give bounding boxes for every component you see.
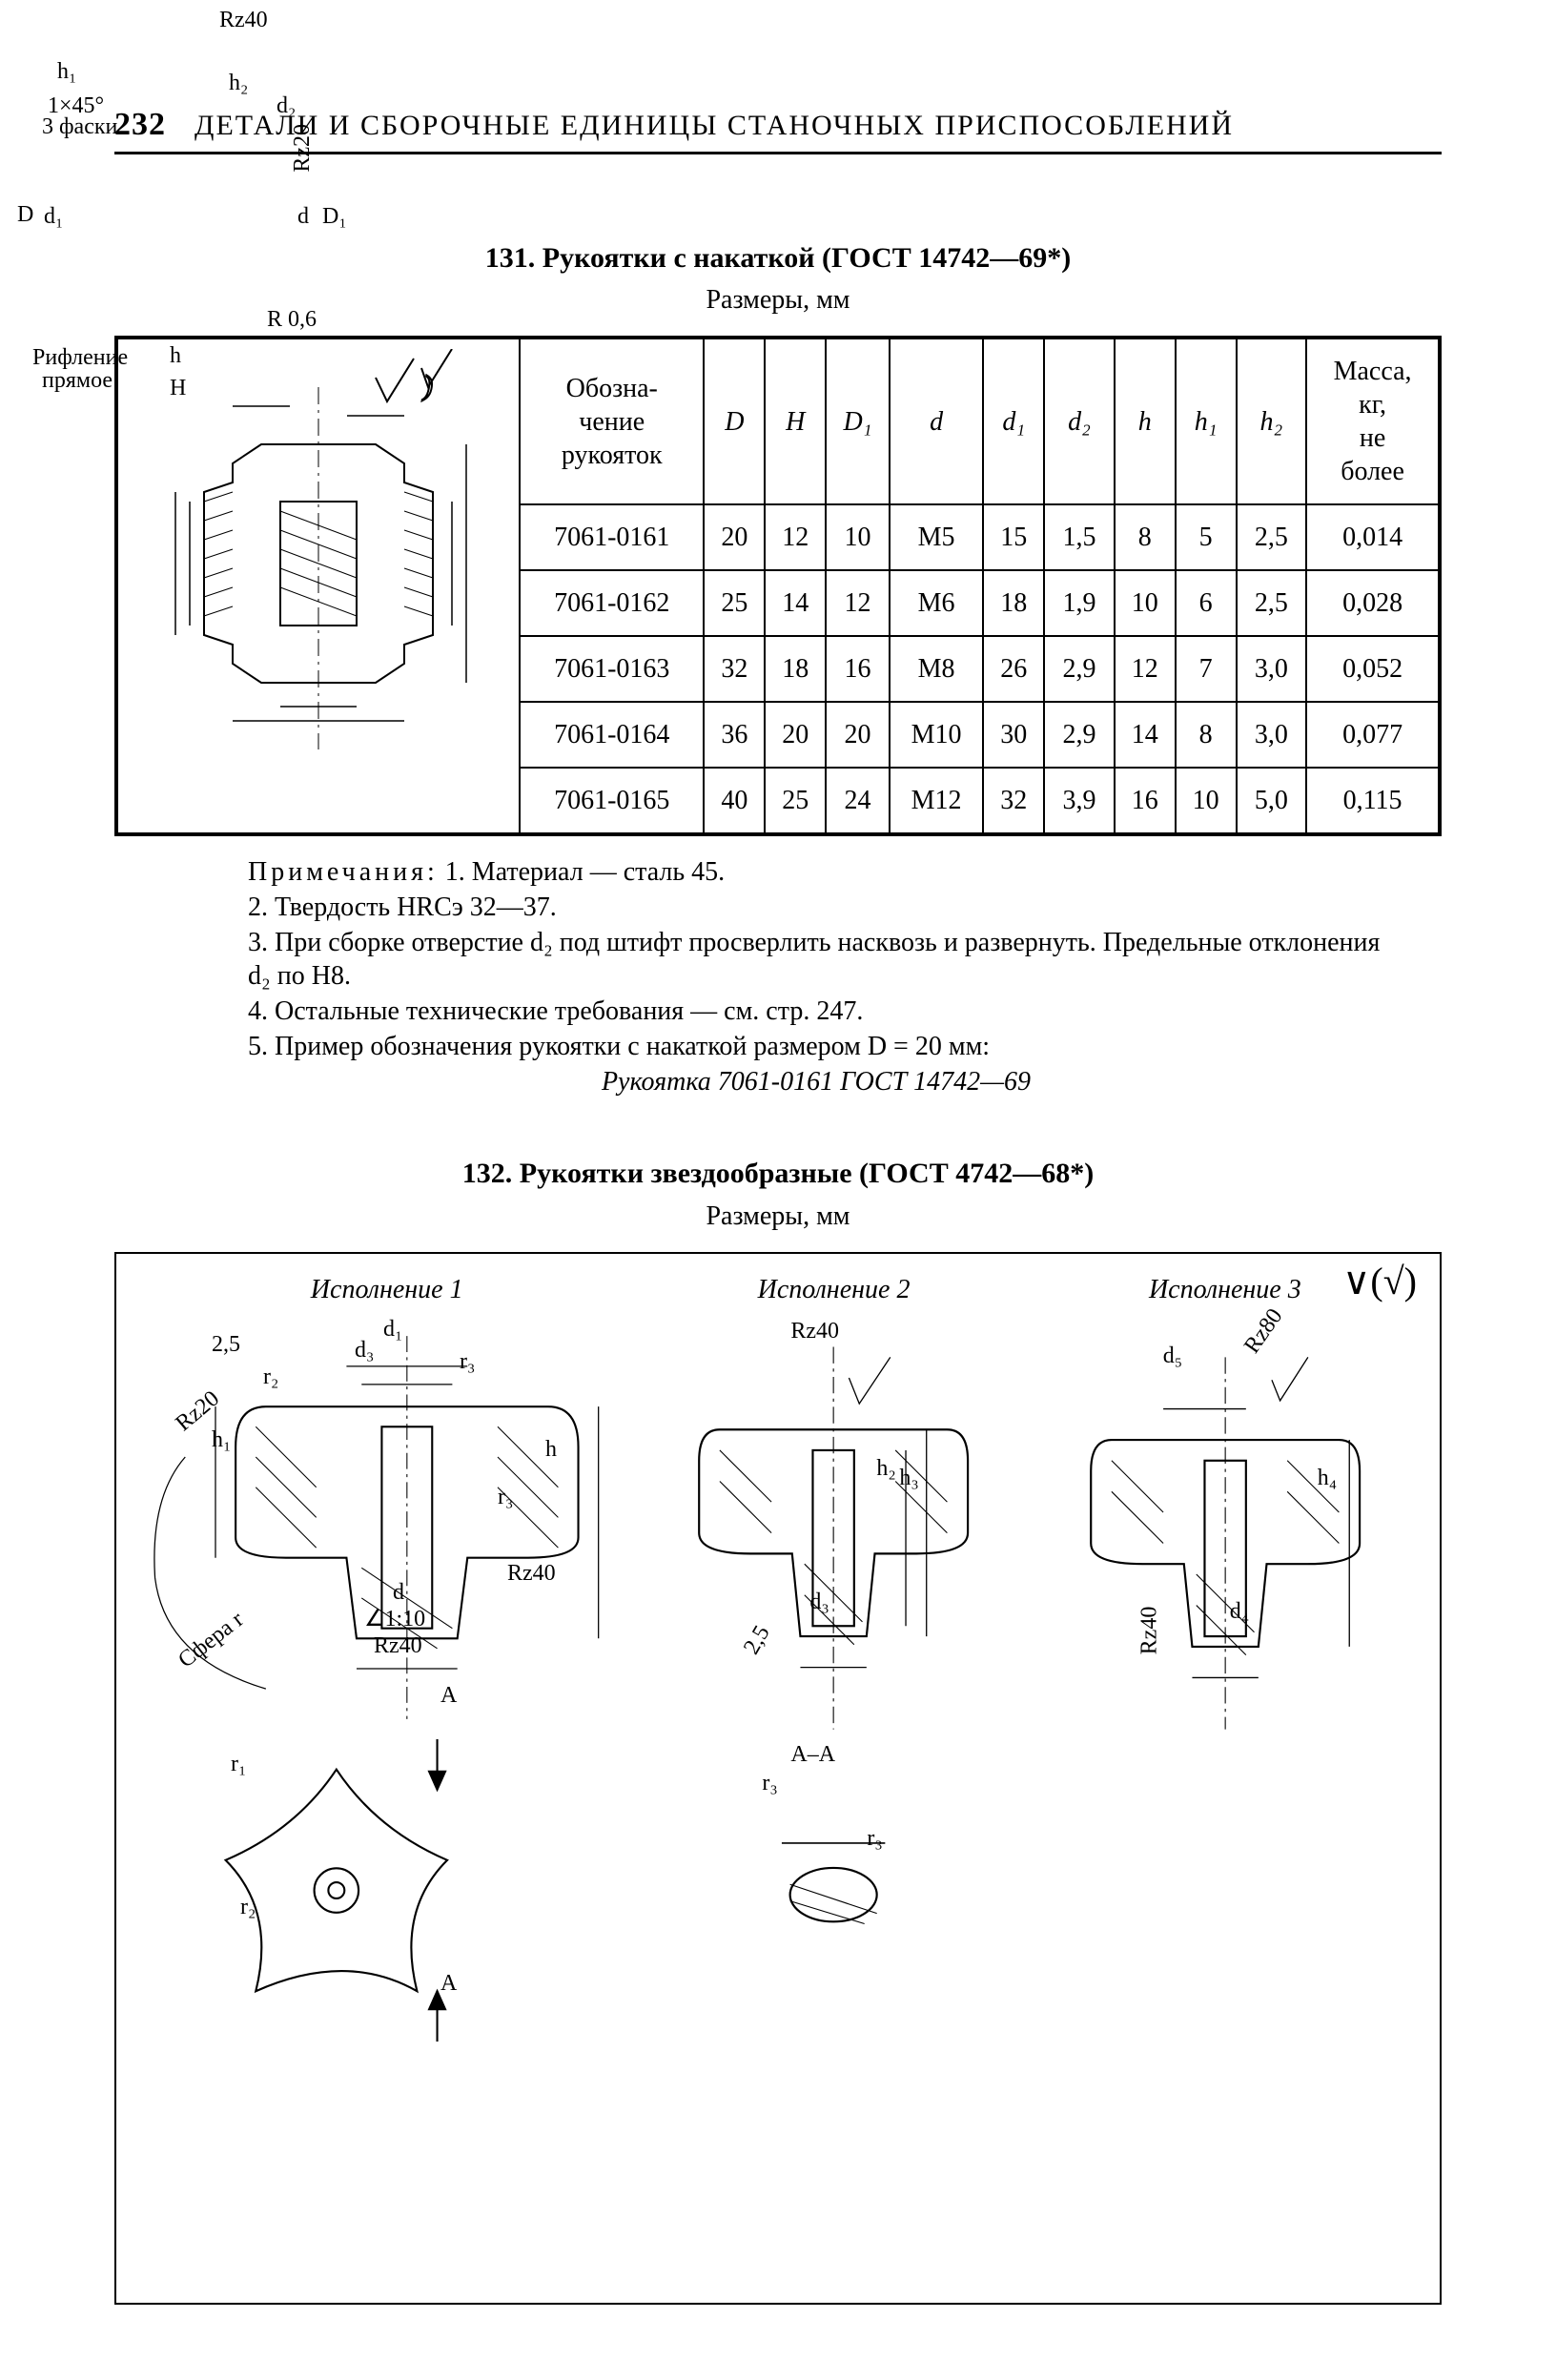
label-h2: h₂ <box>229 69 248 97</box>
v1-r3a: r₃ <box>460 1347 475 1376</box>
v2-r3a: r₃ <box>762 1769 777 1797</box>
page-number: 232 <box>114 105 166 146</box>
v3-d5: d₅ <box>1163 1342 1182 1370</box>
v1-r2b: r₂ <box>240 1893 256 1921</box>
label-d2: d₂ <box>276 92 296 120</box>
v2-rz40: Rz40 <box>790 1317 839 1345</box>
variant-3: Исполнение 3 <box>1039 1273 1411 2110</box>
table-131-frame: ) Rz40 h₁ h₂ d₂ 1×45° 3 фаски Rz20 D d₁ … <box>114 336 1442 836</box>
note-5: 5. Пример обозначения рукоятки с накатко… <box>248 1030 1384 1063</box>
col-0: Обозна- чение рукояток <box>520 339 704 504</box>
label-d1: d₁ <box>44 202 63 231</box>
v3-rz40: Rz40 <box>1135 1606 1163 1654</box>
v1-r2: r₂ <box>263 1363 278 1391</box>
v1-chamf: 2,5 <box>212 1330 240 1359</box>
col-5: d₁ <box>983 339 1044 504</box>
col-10: Масса, кг, не более <box>1306 339 1439 504</box>
v2-r3b: r₃ <box>867 1824 882 1853</box>
label-rz20: Rz20 <box>288 124 317 173</box>
svg-text:): ) <box>421 370 433 401</box>
v1-d3: d₃ <box>355 1336 374 1364</box>
section-132-subtitle: Размеры, мм <box>114 1200 1442 1233</box>
v1-taper: ∠1:10 <box>364 1605 425 1633</box>
variant-1: Исполнение 1 <box>145 1273 628 2110</box>
v1-rz40b: Rz40 <box>507 1559 556 1588</box>
v3-d4: d₄ <box>1230 1597 1249 1626</box>
notes-label: Примечания: <box>248 857 439 887</box>
col-7: h <box>1115 339 1176 504</box>
knurled-handle-drawing: ) <box>137 349 500 769</box>
v1-A-top: A <box>440 1681 457 1710</box>
section-132-title: 132. Рукоятки звездообразные (ГОСТ 4742—… <box>114 1156 1442 1192</box>
col-3: D₁ <box>826 339 890 504</box>
col-8: h₁ <box>1176 339 1237 504</box>
v1-r1: r₁ <box>231 1750 246 1778</box>
v1-A-bot: A <box>440 1969 457 1998</box>
note-4: 4. Остальные технические требования — см… <box>248 995 1384 1028</box>
frame-132: ∨(√) Исполнение 1 <box>114 1252 1442 2305</box>
v2-h3: h₃ <box>899 1464 918 1492</box>
v2-section: A–A <box>790 1740 835 1769</box>
v1-h1: h₁ <box>212 1426 231 1454</box>
variant-2-drawing <box>647 1316 1019 2102</box>
col-9: h₂ <box>1237 339 1307 504</box>
col-1: D <box>704 339 765 504</box>
running-title: ДЕТАЛИ И СБОРОЧНЫЕ ЕДИНИЦЫ СТАНОЧНЫХ ПРИ… <box>194 108 1234 144</box>
v1-h: h <box>545 1435 557 1464</box>
page: 232 ДЕТАЛИ И СБОРОЧНЫЕ ЕДИНИЦЫ СТАНОЧНЫХ… <box>0 0 1556 2380</box>
col-4: d <box>890 339 983 504</box>
variant-3-title: Исполнение 3 <box>1039 1273 1411 1306</box>
label-r06: R 0,6 <box>267 305 317 334</box>
variant-3-drawing <box>1039 1316 1411 2102</box>
label-H: H <box>170 374 186 402</box>
variant-2-title: Исполнение 2 <box>647 1273 1019 1306</box>
note-2: 2. Твердость HRCэ 32—37. <box>248 891 1384 924</box>
v1-d: d <box>393 1578 404 1607</box>
variants-row: Исполнение 1 <box>145 1273 1411 2110</box>
label-D1: D₁ <box>322 202 347 231</box>
drawing-cell: ) Rz40 h₁ h₂ d₂ 1×45° 3 фаски Rz20 D d₁ … <box>117 339 520 833</box>
notes-131: Примечания: 1. Материал — сталь 45. 2. Т… <box>248 855 1384 1098</box>
v2-h2: h₂ <box>876 1454 895 1483</box>
label-h1: h₁ <box>57 57 76 86</box>
label-D: D <box>17 200 33 229</box>
table-header-row: ) Rz40 h₁ h₂ d₂ 1×45° 3 фаски Rz20 D d₁ … <box>117 339 1439 504</box>
label-rz40: Rz40 <box>219 6 268 34</box>
col-2: H <box>765 339 826 504</box>
label-h: h <box>170 341 181 370</box>
v1-rz40a: Rz40 <box>374 1631 422 1660</box>
variant-2: Исполнение 2 <box>647 1273 1019 2110</box>
section-131-title: 131. Рукоятки с накаткой (ГОСТ 14742—69*… <box>114 240 1442 277</box>
note-3: 3. При сборке отверстие d₂ под штифт про… <box>248 926 1384 993</box>
table-131: ) Rz40 h₁ h₂ d₂ 1×45° 3 фаски Rz20 D d₁ … <box>116 338 1440 834</box>
v1-d1: d₁ <box>383 1315 402 1344</box>
v1-r3b: r₃ <box>498 1483 513 1511</box>
label-knurl2: прямое <box>42 366 113 395</box>
v2-d3: d₃ <box>809 1588 829 1616</box>
col-6: d₂ <box>1044 339 1115 504</box>
label-d: d <box>297 202 309 231</box>
variant-1-title: Исполнение 1 <box>145 1273 628 1306</box>
label-chamfer-note: 3 фаски <box>42 113 117 141</box>
example-designation: Рукоятка 7061-0161 ГОСТ 14742—69 <box>248 1065 1384 1098</box>
v3-h4: h₄ <box>1318 1464 1337 1492</box>
note-1: 1. Материал — сталь 45. <box>445 857 725 887</box>
